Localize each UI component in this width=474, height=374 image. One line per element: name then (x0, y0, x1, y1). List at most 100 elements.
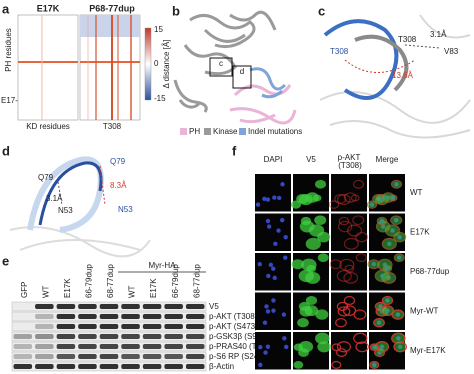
panel-label: c (318, 3, 325, 18)
group-label: Myr-HA (148, 261, 176, 270)
blot-band (78, 304, 97, 309)
cell-v5 (376, 216, 388, 226)
cell-v5 (369, 360, 380, 369)
cell-pakt (343, 237, 359, 250)
blot-band (121, 354, 140, 359)
heatmap-title: P68-77dup (89, 3, 135, 13)
cell-v5 (391, 309, 405, 320)
cell-v5 (390, 215, 403, 226)
cell-v5 (391, 179, 402, 189)
blot-band (164, 304, 183, 309)
blot-band (164, 334, 183, 339)
blot-band (78, 324, 97, 329)
blot-band (13, 354, 33, 359)
lane-label: 66-79dup (85, 264, 94, 298)
nucleus (283, 344, 289, 350)
cell-v5 (381, 237, 397, 250)
box-label: d (240, 67, 244, 76)
cell-v5 (374, 340, 390, 353)
cell-v5 (305, 237, 321, 250)
ribbon-mutant (323, 19, 399, 100)
blot-band (78, 314, 97, 319)
ribbon-mutant (38, 161, 103, 226)
cell-v5 (393, 231, 407, 243)
cell-v5 (315, 179, 326, 189)
cell-pakt (355, 253, 367, 263)
annotation: N53 (58, 206, 73, 215)
blot-band (56, 324, 76, 329)
blot-band (35, 344, 54, 349)
panel-label: a (2, 1, 10, 16)
cell-v5 (304, 305, 319, 317)
nucleus (265, 218, 271, 224)
blot-band (142, 334, 162, 339)
micrograph (255, 213, 291, 251)
nucleus (258, 345, 263, 350)
cell-v5 (391, 332, 406, 345)
distance-line (99, 165, 106, 206)
nucleus (262, 320, 268, 325)
row-label: p-S6 RP (S240/244) (209, 352, 281, 361)
panel-a: a E17K P68-77dup 15 0 -15 Δ distance [Å]… (1, 1, 171, 131)
cell-pakt (331, 343, 342, 352)
blot-band (13, 334, 33, 339)
nucleus (266, 224, 272, 229)
row-label: Myr-E17K (410, 346, 446, 355)
blot-band (99, 304, 119, 309)
cell-pakt (337, 306, 351, 317)
zoom-box (232, 65, 252, 89)
nucleus (266, 273, 271, 279)
blot-band (164, 344, 183, 349)
cell-pakt (328, 200, 340, 209)
cell-v5 (297, 318, 309, 328)
cell-pakt (391, 332, 406, 345)
cell-pakt (346, 224, 363, 237)
y-label: PH residues (4, 28, 13, 72)
cell-v5 (293, 343, 303, 351)
cell-v5 (291, 259, 305, 270)
cell-v5 (313, 194, 322, 202)
row-label: β-Actin (209, 362, 234, 371)
cell-pakt (390, 179, 403, 189)
heatmap-title: E17K (37, 3, 60, 13)
panel-f: f (T308) DAPI V5 p-AKT Merge WT E17K P68-77dup… (232, 143, 450, 370)
legend-swatch (180, 128, 187, 135)
cell-pakt (335, 318, 347, 328)
annotation: 8.3Å (110, 181, 127, 190)
blot-band (164, 364, 183, 369)
annotation: T308 (398, 35, 417, 44)
annotation: 13.6Å (392, 71, 414, 80)
blot-band (121, 344, 140, 349)
nucleus (268, 262, 274, 268)
blot-band (99, 324, 119, 329)
nucleus (276, 228, 281, 233)
cell-pakt (393, 253, 405, 263)
cell-v5 (367, 259, 381, 270)
nucleus (257, 262, 262, 267)
cell-v5 (314, 215, 327, 226)
panel-b: b c d PH Kinase Indel mutations (172, 3, 302, 136)
lane-label: GFP (20, 282, 29, 298)
blot-band (13, 364, 33, 369)
cell-v5 (374, 269, 391, 283)
blot-band (185, 334, 205, 339)
nucleus (272, 275, 277, 281)
cell-v5 (315, 309, 329, 320)
column-label: V5 (306, 155, 316, 164)
heatmap-streaks (87, 15, 132, 120)
row-label: V5 (209, 302, 219, 311)
cell-pakt (366, 200, 378, 209)
legend-swatch (239, 128, 246, 135)
cell-pakt (339, 258, 355, 271)
nucleus (265, 344, 271, 349)
nucleus (282, 336, 287, 341)
blot-band (78, 354, 97, 359)
legend-swatch (204, 128, 211, 135)
ribbon-wt (354, 34, 409, 92)
zoom-box (209, 57, 233, 77)
cell-v5 (317, 341, 332, 353)
cell-pakt (380, 305, 395, 316)
annotation: Q79 (38, 173, 54, 182)
blot-band (56, 304, 76, 309)
